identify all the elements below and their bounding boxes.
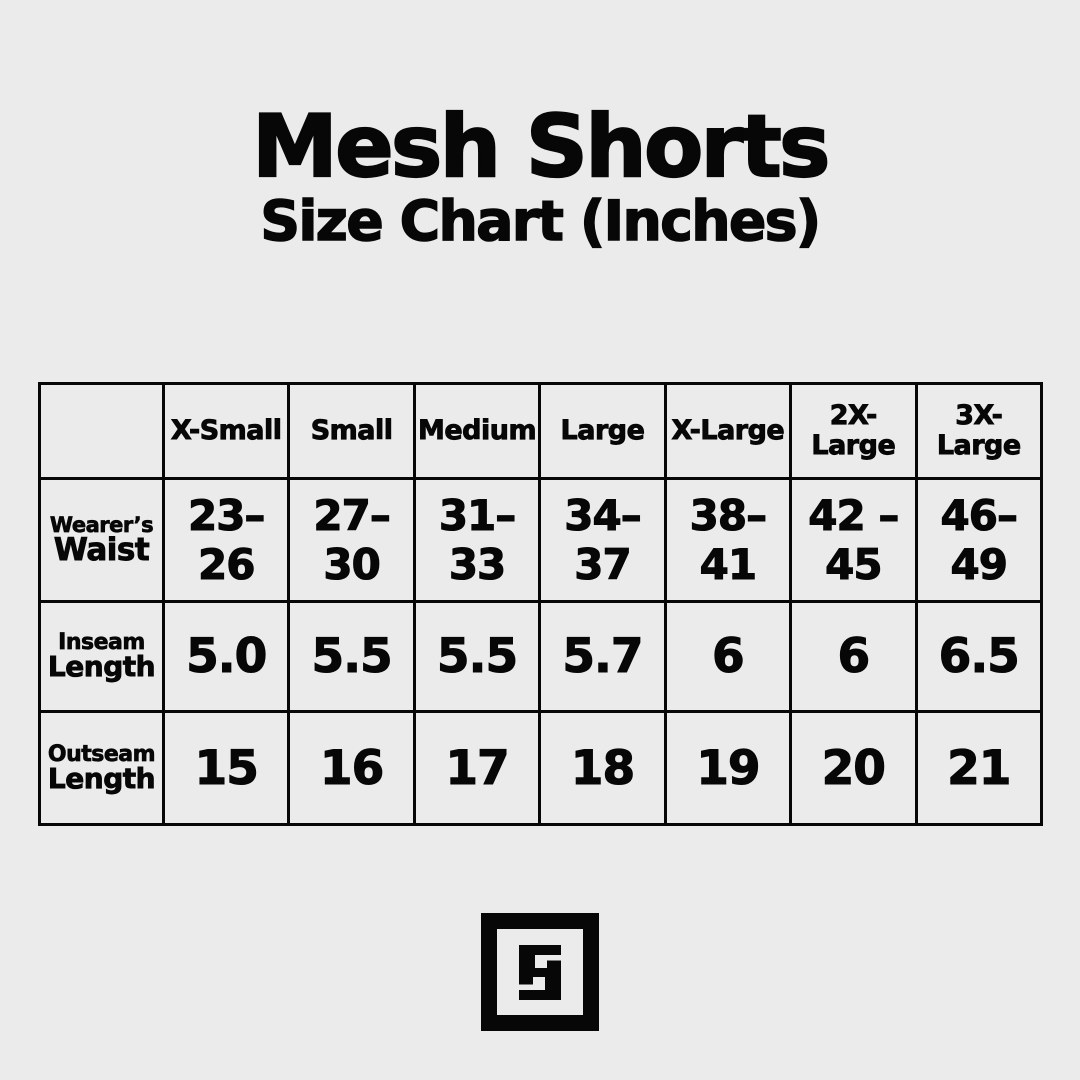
cell-inseam-xlarge: 6: [663, 600, 793, 713]
s-letter-logo-icon: [519, 944, 561, 1000]
cell-inseam-2xlarge: 6: [789, 600, 918, 713]
size-chart-table: X-Small Small Medium Large X-Large 2X- L…: [38, 382, 1044, 826]
cell-waist-2xlarge: 42 – 45: [789, 477, 918, 603]
row-header-waist-line2: Waist: [53, 531, 150, 568]
cell-inseam-medium: 5.5: [412, 600, 542, 713]
row-header-outseam: Outseam Length: [38, 710, 165, 826]
column-header-2xlarge: 2X- Large: [789, 382, 918, 480]
cell-waist-3xlarge: 46–49: [914, 477, 1044, 603]
cell-outseam-3xlarge: 21: [914, 710, 1044, 826]
cell-inseam-large: 5.7: [538, 600, 667, 713]
row-header-outseam-line2: Length: [47, 761, 156, 795]
cell-waist-xsmall: 23–26: [161, 477, 291, 603]
column-header-small: Small: [287, 382, 416, 480]
column-header-large: Large: [538, 382, 667, 480]
column-header-3xlarge: 3X- Large: [914, 382, 1044, 480]
column-header-xlarge: X-Large: [663, 382, 793, 480]
column-header-medium: Medium: [412, 382, 542, 480]
row-header-inseam-line1: Inseam: [58, 630, 146, 656]
table-row-inseam: Inseam Length 5.0 5.5 5.5 5.7 6 6 6.5: [38, 600, 1044, 713]
row-header-inseam: Inseam Length: [38, 600, 165, 713]
cell-outseam-small: 16: [287, 710, 416, 826]
column-header-xsmall: X-Small: [161, 382, 291, 480]
brand-logo: [481, 913, 599, 1031]
cell-waist-large: 34–37: [538, 477, 667, 603]
cell-inseam-xsmall: 5.0: [161, 600, 291, 713]
cell-waist-xlarge: 38–41: [663, 477, 793, 603]
corner-cell: [38, 382, 165, 480]
cell-outseam-xsmall: 15: [161, 710, 291, 826]
row-header-waist: Wearer’s Waist: [38, 477, 165, 603]
table-row-waist: Wearer’s Waist 23–26 27–30 31–33 34–37 3…: [38, 477, 1044, 603]
cell-waist-medium: 31–33: [412, 477, 542, 603]
cell-outseam-xlarge: 19: [663, 710, 793, 826]
page-title: Mesh Shorts: [251, 97, 831, 197]
title-block: Mesh Shorts Size Chart (Inches): [0, 97, 1080, 253]
page-subtitle: Size Chart (Inches): [260, 189, 822, 253]
cell-inseam-small: 5.5: [287, 600, 416, 713]
table-header-row: X-Small Small Medium Large X-Large 2X- L…: [38, 382, 1044, 480]
cell-outseam-medium: 17: [412, 710, 542, 826]
row-header-outseam-line1: Outseam: [47, 741, 156, 767]
cell-outseam-2xlarge: 20: [789, 710, 918, 826]
row-header-inseam-line2: Length: [47, 650, 156, 684]
cell-outseam-large: 18: [538, 710, 667, 826]
table-row-outseam: Outseam Length 15 16 17 18 19 20 21: [38, 710, 1044, 826]
row-header-waist-line1: Wearer’s: [49, 512, 154, 537]
cell-inseam-3xlarge: 6.5: [914, 600, 1044, 713]
cell-waist-small: 27–30: [287, 477, 416, 603]
